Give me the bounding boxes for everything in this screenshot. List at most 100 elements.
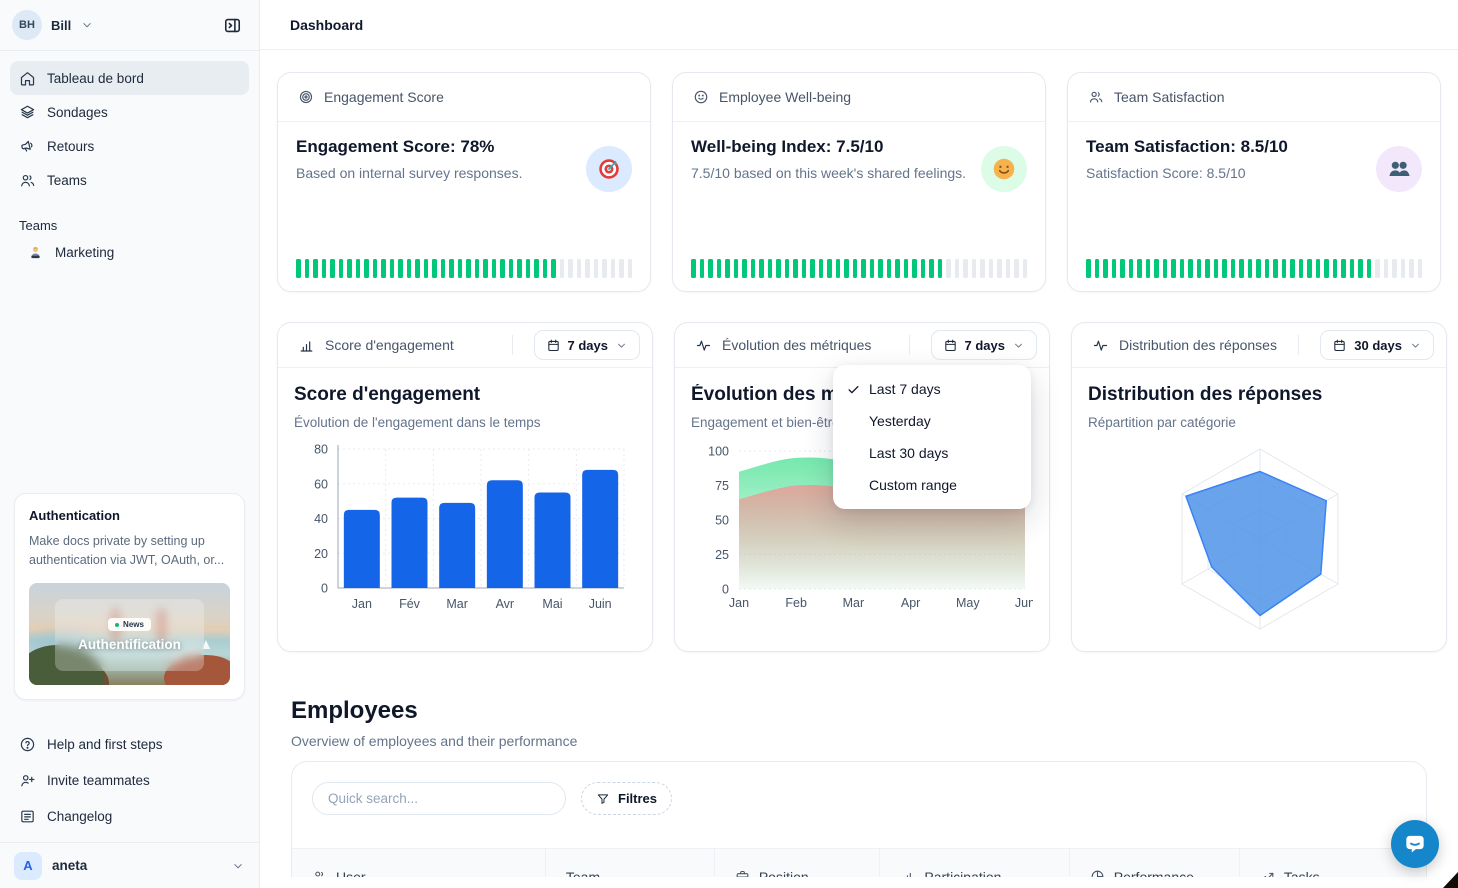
workspace-name[interactable]: Bill <box>51 17 72 33</box>
smiley-icon <box>693 89 709 105</box>
sidebar-footer-nav: Help and first steps Invite teammates Ch… <box>0 722 259 842</box>
bar-chart: 0 20 40 60 80 Jan Fév Mar Avr Mai Juin <box>314 443 625 611</box>
date-range-menu: Last 7 days Yesterday Last 30 days Custo… <box>833 365 1031 509</box>
promo-image-caption: Authentification <box>78 637 181 652</box>
stat-subtitle: 7.5/10 based on this week's shared feeli… <box>691 165 967 181</box>
column-header-tasks: Tasks <box>1238 849 1426 877</box>
calendar-icon <box>1332 338 1347 353</box>
home-icon <box>19 70 36 87</box>
workspace-avatar[interactable]: BH <box>12 10 42 40</box>
sidebar: BH Bill Tableau de bord Sondages Retours… <box>0 0 260 888</box>
svg-text:0: 0 <box>321 582 328 596</box>
news-badge: News <box>108 618 151 631</box>
employees-table-card: Filtres User Team Position Participation… <box>291 761 1427 877</box>
menu-item-last-7-days[interactable]: Last 7 days <box>833 373 1031 405</box>
stat-title: Engagement Score: 78% <box>296 137 495 156</box>
menu-item-custom-range[interactable]: Custom range <box>869 477 957 493</box>
calendar-icon <box>943 338 958 353</box>
team-item-marketing[interactable]: Marketing <box>0 236 259 269</box>
chat-launcher-button[interactable] <box>1391 820 1439 868</box>
svg-text:75: 75 <box>715 479 729 493</box>
sidebar-item-sondages[interactable]: Sondages <box>10 95 249 129</box>
svg-text:Jan: Jan <box>729 596 749 610</box>
svg-text:Mar: Mar <box>446 597 468 611</box>
sidebar-item-teams[interactable]: Teams <box>10 163 249 197</box>
menu-item-last-30-days[interactable]: Last 30 days <box>869 445 949 461</box>
chat-bubble-icon <box>1406 835 1424 853</box>
calendar-icon <box>546 338 561 353</box>
radar-chart <box>1181 448 1339 630</box>
svg-text:25: 25 <box>715 548 729 562</box>
svg-text:Avr: Avr <box>496 597 515 611</box>
chart-bars-icon <box>900 869 915 877</box>
chevron-down-icon <box>80 18 94 32</box>
svg-text:Fév: Fév <box>399 597 421 611</box>
sidebar-item-invite-teammates[interactable]: Invite teammates <box>10 762 249 798</box>
area-chart: 0 25 50 75 100 Jan Feb Mar Apr May Jun <box>708 445 1033 611</box>
svg-text:May: May <box>956 596 980 610</box>
page-title: Dashboard <box>290 16 364 33</box>
help-icon <box>19 736 36 753</box>
sidebar-item-retours[interactable]: Retours <box>10 129 249 163</box>
date-range-button[interactable]: 30 days <box>1320 330 1434 360</box>
svg-text:Juin: Juin <box>589 597 612 611</box>
card-header-label: Distribution des réponses <box>1119 337 1277 353</box>
svg-text:Jan: Jan <box>352 597 372 611</box>
megaphone-icon <box>19 138 36 155</box>
svg-text:20: 20 <box>314 547 328 561</box>
employees-section: Employees Overview of employees and thei… <box>291 698 1427 877</box>
briefcase-icon <box>735 869 750 877</box>
smiley-emblem-icon <box>981 146 1027 192</box>
promo-image: News Authentification <box>29 583 230 685</box>
svg-text:50: 50 <box>715 514 729 528</box>
target-emblem-icon <box>586 146 632 192</box>
layers-icon <box>19 104 36 121</box>
stat-subtitle: Based on internal survey responses. <box>296 165 523 181</box>
search-input[interactable] <box>312 782 566 815</box>
table-header-row: User Team Position Participation Perform… <box>292 848 1426 877</box>
menu-item-yesterday[interactable]: Yesterday <box>869 413 931 429</box>
svg-text:100: 100 <box>708 445 729 459</box>
chevron-down-icon <box>231 859 245 873</box>
column-header-position: Position <box>713 849 880 877</box>
svg-text:Feb: Feb <box>785 596 807 610</box>
stat-title: Well-being Index: 7.5/10 <box>691 137 884 156</box>
card-header-label: Engagement Score <box>324 89 444 105</box>
trend-icon <box>1260 869 1275 877</box>
changelog-icon <box>19 808 36 825</box>
chevron-down-icon <box>615 339 628 352</box>
card-header-label: Évolution des métriques <box>722 337 872 353</box>
chevron-down-icon <box>1012 339 1025 352</box>
users-icon <box>312 869 327 877</box>
column-header-participation: Participation <box>879 849 1068 877</box>
progress-bar <box>691 259 1027 278</box>
funnel-icon <box>596 792 610 806</box>
activity-icon <box>1092 337 1109 354</box>
divider <box>0 50 259 51</box>
column-header-user: User <box>292 849 545 877</box>
filters-button[interactable]: Filtres <box>581 782 673 815</box>
date-range-button[interactable]: 7 days <box>930 330 1037 360</box>
page-header: Dashboard <box>260 0 1458 50</box>
stat-card-0: Engagement Score Engagement Score: 78% B… <box>277 72 651 292</box>
progress-bar <box>296 259 632 278</box>
technologist-emoji-icon <box>30 246 41 259</box>
user-plus-icon <box>19 772 36 789</box>
stat-subtitle: Satisfaction Score: 8.5/10 <box>1086 165 1246 181</box>
promo-body: Make docs private by setting up authenti… <box>29 533 225 568</box>
card-header-label: Employee Well-being <box>719 89 852 105</box>
sidebar-item-changelog[interactable]: Changelog <box>10 798 249 834</box>
account-row[interactable]: A aneta <box>0 842 259 888</box>
date-range-button[interactable]: 7 days <box>533 330 640 360</box>
employees-title: Employees <box>291 697 418 724</box>
promo-card[interactable]: Authentication Make docs private by sett… <box>14 492 245 700</box>
column-header-team: Team <box>544 849 714 877</box>
promo-title: Authentication <box>29 507 120 523</box>
sidebar-nav: Tableau de bord Sondages Retours Teams <box>0 51 259 207</box>
collapse-sidebar-button[interactable] <box>217 10 247 40</box>
sidebar-item-help-and-first-steps[interactable]: Help and first steps <box>10 726 249 762</box>
users-icon <box>19 172 36 189</box>
chart-title: Score d'engagement <box>294 384 481 405</box>
svg-text:60: 60 <box>314 477 328 491</box>
sidebar-item-tableau-de-bord[interactable]: Tableau de bord <box>10 61 249 95</box>
